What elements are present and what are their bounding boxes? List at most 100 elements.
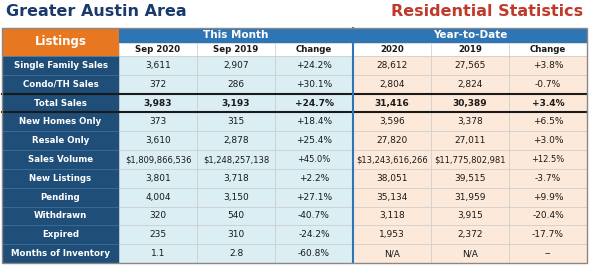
- Text: 3,596: 3,596: [379, 117, 405, 126]
- Text: Single Family Sales: Single Family Sales: [14, 61, 108, 70]
- Text: +12.5%: +12.5%: [531, 155, 565, 164]
- Text: 2,907: 2,907: [223, 61, 249, 70]
- Bar: [2, 75, 119, 94]
- Text: 372: 372: [150, 80, 167, 89]
- Text: New Homes Only: New Homes Only: [19, 117, 101, 126]
- Bar: [431, 150, 509, 169]
- Bar: [119, 43, 587, 56]
- Bar: [2, 206, 119, 225]
- Text: +2.2%: +2.2%: [299, 174, 329, 183]
- Bar: [431, 188, 509, 206]
- Bar: [431, 112, 509, 131]
- Text: 3,611: 3,611: [145, 61, 171, 70]
- Bar: [119, 169, 197, 188]
- Text: +25.4%: +25.4%: [296, 136, 332, 145]
- Bar: [509, 244, 587, 263]
- Bar: [509, 131, 587, 150]
- Bar: [2, 112, 119, 131]
- Text: Change: Change: [296, 45, 332, 54]
- Text: +3.4%: +3.4%: [532, 99, 564, 108]
- Text: -17.7%: -17.7%: [532, 230, 564, 239]
- Text: 3,118: 3,118: [379, 211, 405, 220]
- Text: 373: 373: [150, 117, 167, 126]
- Bar: [275, 75, 353, 94]
- Text: 3,718: 3,718: [223, 174, 249, 183]
- Text: 38,051: 38,051: [376, 174, 408, 183]
- Text: Listings: Listings: [35, 36, 87, 48]
- Bar: [509, 169, 587, 188]
- Bar: [431, 75, 509, 94]
- Text: --: --: [545, 249, 551, 258]
- Text: $13,243,616,266: $13,243,616,266: [356, 155, 428, 164]
- Bar: [509, 94, 587, 112]
- Bar: [353, 112, 431, 131]
- Bar: [431, 225, 509, 244]
- Bar: [2, 169, 119, 188]
- Bar: [431, 131, 509, 150]
- Bar: [275, 112, 353, 131]
- Text: 2.8: 2.8: [229, 249, 243, 258]
- Text: 2,372: 2,372: [457, 230, 483, 239]
- Text: -40.7%: -40.7%: [298, 211, 330, 220]
- Bar: [197, 94, 275, 112]
- Bar: [2, 28, 119, 56]
- Text: +3.0%: +3.0%: [532, 136, 563, 145]
- Bar: [197, 244, 275, 263]
- Text: 3,193: 3,193: [221, 99, 250, 108]
- Text: 2020: 2020: [380, 45, 404, 54]
- Text: Change: Change: [530, 45, 566, 54]
- Text: Withdrawn: Withdrawn: [34, 211, 87, 220]
- Text: $11,775,802,981: $11,775,802,981: [434, 155, 506, 164]
- Bar: [197, 225, 275, 244]
- Text: N/A: N/A: [462, 249, 478, 258]
- Text: +24.2%: +24.2%: [296, 61, 332, 70]
- Text: 2,804: 2,804: [379, 80, 405, 89]
- Bar: [431, 94, 509, 112]
- Bar: [509, 75, 587, 94]
- Bar: [197, 150, 275, 169]
- Bar: [2, 225, 119, 244]
- Text: 3,801: 3,801: [145, 174, 171, 183]
- Bar: [275, 56, 353, 75]
- Bar: [2, 131, 119, 150]
- Bar: [2, 28, 587, 263]
- Text: Condo/TH Sales: Condo/TH Sales: [22, 80, 98, 89]
- Bar: [353, 150, 431, 169]
- Bar: [431, 206, 509, 225]
- Text: 28,612: 28,612: [376, 61, 408, 70]
- Text: Sep 2020: Sep 2020: [135, 45, 181, 54]
- Text: 1.1: 1.1: [151, 249, 165, 258]
- Bar: [2, 56, 119, 75]
- Bar: [197, 112, 275, 131]
- Bar: [431, 169, 509, 188]
- Text: Pending: Pending: [41, 193, 80, 202]
- Text: Months of Inventory: Months of Inventory: [11, 249, 110, 258]
- Text: 315: 315: [227, 117, 244, 126]
- Text: 39,515: 39,515: [454, 174, 486, 183]
- Bar: [353, 131, 431, 150]
- Text: 27,565: 27,565: [454, 61, 486, 70]
- Bar: [119, 244, 197, 263]
- Bar: [119, 94, 197, 112]
- Bar: [353, 94, 431, 112]
- Text: 27,820: 27,820: [376, 136, 408, 145]
- Text: 2019: 2019: [458, 45, 482, 54]
- Bar: [275, 225, 353, 244]
- Text: 3,378: 3,378: [457, 117, 483, 126]
- Bar: [2, 94, 119, 112]
- Bar: [275, 169, 353, 188]
- Text: +18.4%: +18.4%: [296, 117, 332, 126]
- Bar: [119, 131, 197, 150]
- Bar: [353, 28, 587, 43]
- Text: Greater Austin Area: Greater Austin Area: [6, 4, 187, 19]
- Bar: [275, 244, 353, 263]
- Text: -3.7%: -3.7%: [535, 174, 561, 183]
- Bar: [353, 225, 431, 244]
- Text: 320: 320: [150, 211, 167, 220]
- Bar: [2, 188, 119, 206]
- Text: 310: 310: [227, 230, 244, 239]
- Bar: [353, 75, 431, 94]
- Bar: [509, 150, 587, 169]
- Text: 2,878: 2,878: [223, 136, 249, 145]
- Text: 540: 540: [227, 211, 244, 220]
